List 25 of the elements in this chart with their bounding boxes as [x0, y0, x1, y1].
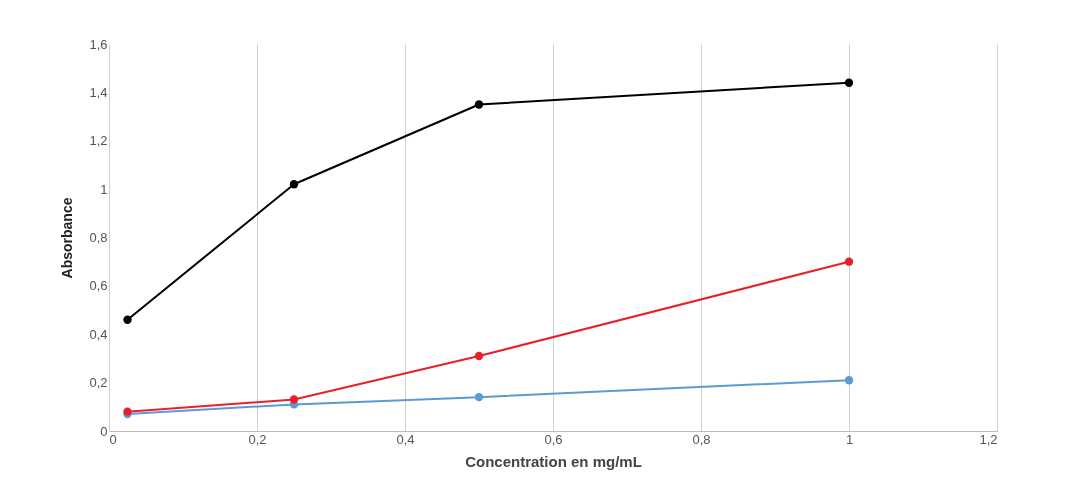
y-tick-label: 0,4	[89, 326, 108, 342]
point	[123, 315, 132, 324]
x-tick-label: 0,8	[692, 431, 711, 447]
x-axis-title: Concentration en mg/mL	[465, 452, 642, 470]
point	[289, 180, 299, 189]
x-tick-label: 0,6	[544, 431, 563, 447]
x-tick-label: 1,2	[979, 431, 998, 447]
x-tick-label: 1	[845, 431, 854, 447]
point	[474, 100, 484, 109]
y-tick-label: 1,6	[89, 36, 108, 52]
y-axis-title: Absorbance	[59, 197, 76, 279]
point	[474, 392, 484, 402]
x-tick-label: 0,2	[248, 431, 267, 447]
y-tick-label: 0,8	[89, 230, 108, 245]
y-tick-label: 0,6	[89, 278, 108, 294]
point	[844, 78, 854, 87]
y-tick-label: 0,2	[89, 375, 108, 391]
point	[289, 395, 299, 404]
y-tick-label: 1,2	[89, 133, 108, 149]
point	[844, 257, 854, 266]
x-tick-label: 0,4	[396, 431, 415, 447]
point	[844, 376, 854, 385]
point	[474, 351, 484, 361]
y-tick-label: 1	[100, 181, 108, 197]
y-tick-label: 1,4	[89, 84, 108, 100]
